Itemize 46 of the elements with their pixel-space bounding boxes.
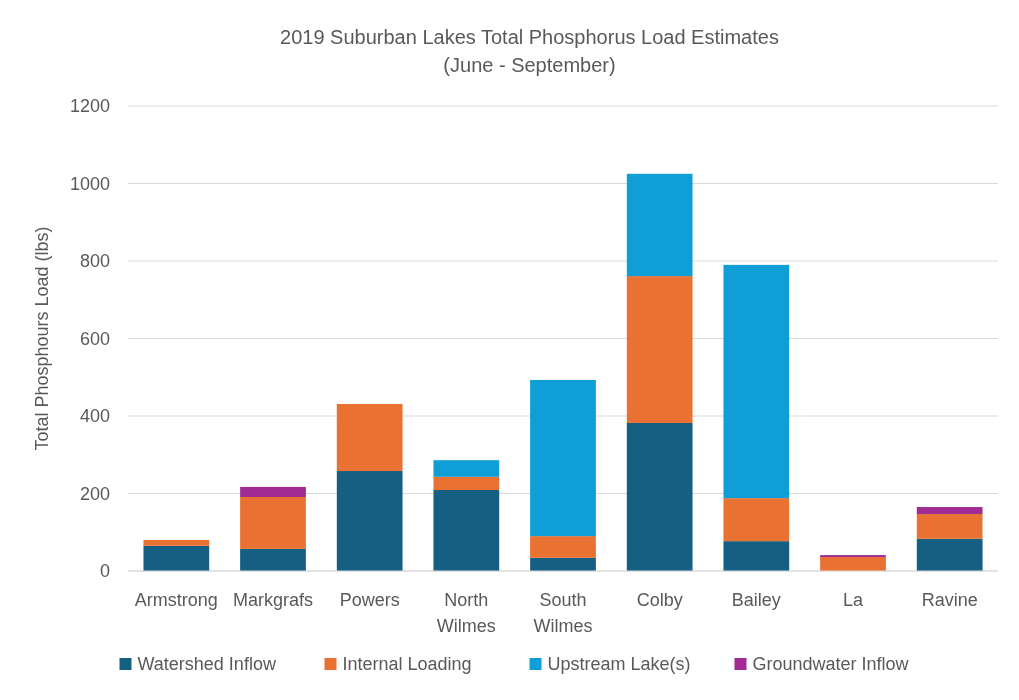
y-axis-title: Total Phosphours Load (lbs) [32,226,52,451]
bar [240,548,306,571]
bar [723,498,790,542]
y-tick-label: 400 [79,406,110,427]
bar [336,403,403,472]
bar [916,538,983,571]
bar [626,422,693,571]
x-tick-label: Ravine [921,590,978,610]
bar [143,540,210,546]
bar [723,541,790,571]
x-tick-label: North Wilmes [436,590,496,636]
x-tick-label: Powers [339,590,400,610]
bar [240,486,306,497]
y-tick-label: 1000 [69,173,110,194]
chart-subtitle: (June - September) [443,54,616,76]
bar [916,507,983,515]
bar [530,536,596,558]
y-tick-label: 1200 [69,96,110,117]
bar [723,264,790,499]
bar [433,490,500,571]
bar [336,471,403,571]
y-tick-label: 600 [79,328,110,349]
x-tick-label: Markgrafs [232,590,314,610]
bar [626,173,693,277]
x-tick-label: La [842,590,864,610]
bar [433,460,500,477]
legend-label: Internal Loading [342,654,472,674]
bar [530,557,596,571]
x-tick-label: Bailey [731,590,781,610]
y-tick-label: 0 [99,561,110,582]
legend-label: Watershed Inflow [137,654,277,674]
x-tick-label: Armstrong [134,590,218,610]
bar [820,557,886,571]
legend-label: Groundwater Inflow [752,654,910,674]
legend-label: Upstream Lake(s) [547,654,691,674]
y-tick-label: 800 [79,251,110,272]
bar [433,476,500,491]
bar [143,545,210,571]
x-tick-label: South Wilmes [533,590,593,636]
x-tick-label: Colby [636,590,683,610]
bar [240,496,306,549]
y-tick-label: 200 [79,483,110,504]
chart-title: 2019 Suburban Lakes Total Phosphorus Load Estimates [280,26,779,48]
bar [530,379,596,537]
bar [916,514,983,539]
bar [626,276,693,423]
